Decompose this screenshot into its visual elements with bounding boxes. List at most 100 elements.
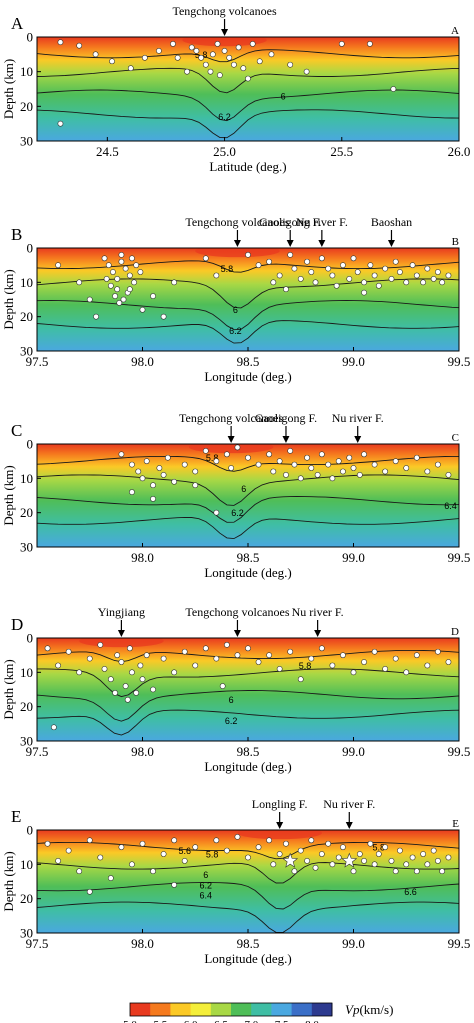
contour-label: 6.2 [229,326,242,336]
earthquake [139,840,146,847]
earthquake [397,269,403,275]
earthquake [371,461,378,468]
earthquake [156,47,162,54]
contour-label: 5.8 [221,264,234,274]
earthquake [409,262,416,269]
earthquake [255,461,262,468]
feature-annotation: Nu river F. [332,411,384,425]
earthquake [249,41,256,47]
earthquake [367,41,373,47]
earthquake [44,645,51,652]
earthquake [219,683,226,689]
contour-label: 6 [281,91,286,101]
earthquake [107,676,114,683]
velocity-field [37,444,459,547]
x-tick-label: 97.5 [26,744,49,759]
earthquake [139,306,146,313]
earthquake [101,666,108,672]
earthquake [101,255,108,262]
y-tick-label: 30 [20,926,33,941]
earthquake [266,451,272,458]
earthquake [255,659,262,665]
y-tick-label: 20 [20,891,33,906]
earthquake [174,54,181,61]
y-tick-label: 0 [27,631,34,646]
earthquake [171,279,178,286]
annotation-arrow-head [286,240,294,247]
earthquake [276,458,283,465]
earthquake [55,858,61,864]
earthquake [283,471,289,478]
earthquake [118,258,125,265]
earthquake [350,465,357,471]
feature-annotation: Baoshan [371,215,412,229]
low-velocity-anomaly [188,444,274,454]
earthquake [392,868,399,875]
annotation-arrow-head [387,240,395,247]
earthquake [434,648,441,655]
earthquake [126,645,133,652]
corner-label: A [451,25,459,37]
panel-letter: E [11,807,21,826]
earthquake [340,844,346,851]
earthquake [116,300,123,306]
contour-label: 6.2 [218,112,231,122]
earthquake [434,461,441,468]
earthquake [382,666,389,672]
earthquake [181,461,188,468]
y-tick-label: 10 [20,64,33,79]
earthquake [118,659,125,665]
panel-letter: D [11,615,23,634]
colorbar-cell [130,1003,151,1016]
x-axis-label: Longitude (deg.) [204,951,291,966]
x-tick-label: 25.0 [213,144,236,159]
earthquake [122,683,129,689]
earthquake [340,468,346,475]
earthquake [388,858,395,864]
panel-c: 5.8 6 6.2 6.4 0 10 20 30 98.0 98.5 99.0 99.5 Longitu… [1,411,470,580]
earthquake [367,840,374,847]
contour-label: 6.2 [231,508,244,518]
earthquake [105,262,112,269]
y-tick-label: 30 [20,134,33,149]
y-tick-label: 10 [20,275,33,290]
earthquake [329,861,336,868]
earthquake [76,669,83,676]
colorbar-tick-label: 7.5 [275,1019,289,1023]
x-tick-label: 98.0 [131,936,154,951]
annotation-arrow-head [233,240,241,247]
earthquake [171,669,178,676]
panel-letter: C [11,421,22,440]
earthquake [392,655,399,662]
corner-label: B [452,236,459,248]
y-axis-label: Depth (km) [1,59,16,119]
contour-line [37,109,459,139]
earthquake [445,659,452,665]
earthquake [403,465,410,471]
earthquake [141,54,148,61]
earthquake [127,65,134,72]
earthquake [403,279,410,286]
x-tick-label: 25.5 [330,144,353,159]
contour-label: 6 [203,870,208,880]
x-axis-label: Longitude (deg.) [204,369,291,384]
y-axis-label: Depth (km) [1,465,16,525]
annotation-arrow-head [282,436,290,443]
contour-line [37,474,459,506]
y-tick-label: 0 [27,30,34,45]
earthquake [413,454,420,461]
earthquake [409,854,416,861]
earthquake [118,451,125,458]
y-tick-label: 20 [20,505,33,520]
earthquake [202,645,209,652]
corner-label: D [451,626,459,638]
earthquake [170,41,176,47]
earthquake [420,851,427,857]
contour-label: 6.2 [225,716,238,726]
earthquake [231,61,237,68]
earthquake [216,72,223,79]
earthquake [361,279,367,286]
contour-line [37,882,459,910]
